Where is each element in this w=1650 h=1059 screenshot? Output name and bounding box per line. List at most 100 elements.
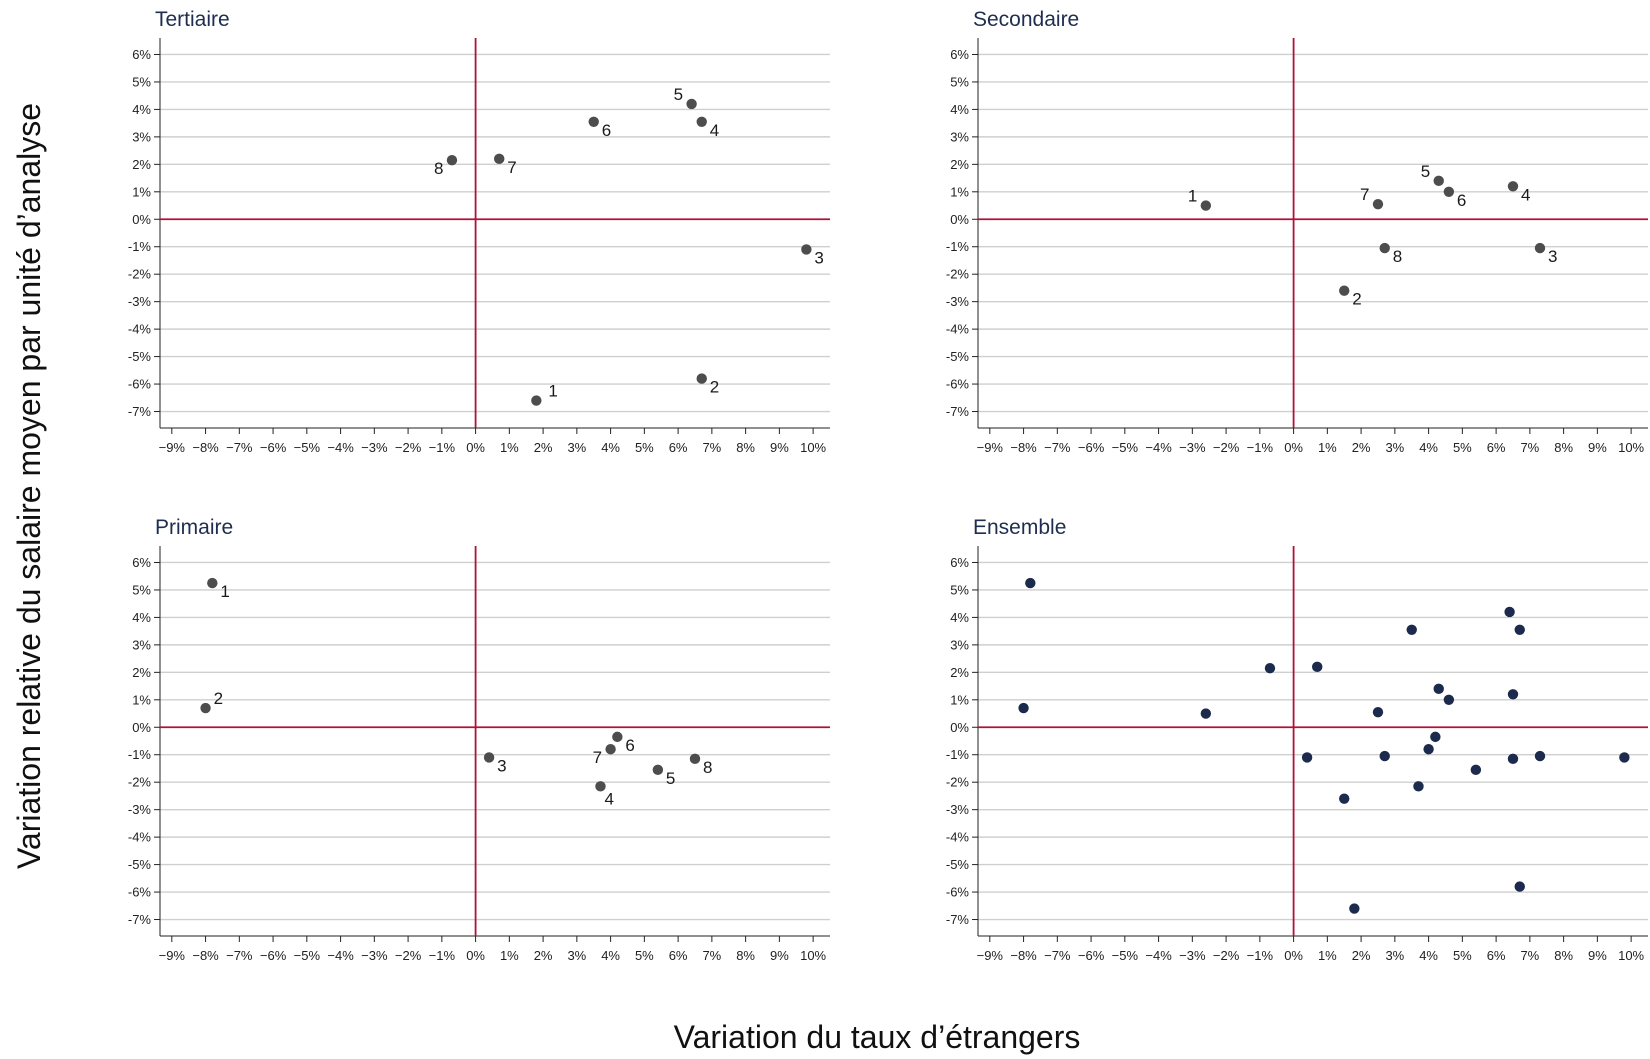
x-tick-label: 0% bbox=[466, 948, 485, 963]
data-point bbox=[1534, 750, 1546, 762]
x-tick-label: 1% bbox=[500, 440, 519, 455]
panels-group: Tertiaire 6% 5% 4% 3% 2% 1% 0% -1% -2% -3% -4% -5% -6… bbox=[128, 8, 1648, 963]
x-tick-label: −9% bbox=[159, 440, 186, 455]
data-point-label: 1 bbox=[220, 582, 229, 601]
data-point bbox=[1619, 752, 1630, 763]
panel-title: Tertiaire bbox=[155, 8, 230, 31]
x-tick-label: 1% bbox=[1318, 440, 1337, 455]
y-tick-label: -5% bbox=[946, 349, 970, 364]
data-point-label: 7 bbox=[1360, 185, 1369, 204]
data-point bbox=[1018, 702, 1029, 714]
data-point-label: 5 bbox=[674, 85, 683, 104]
y-tick-label: 1% bbox=[950, 184, 969, 199]
x-tick-label: −3% bbox=[361, 440, 388, 455]
data-point bbox=[686, 98, 697, 110]
data-point bbox=[1413, 781, 1424, 792]
data-point bbox=[1423, 744, 1434, 755]
y-tick-label: -4% bbox=[128, 322, 152, 337]
data-point bbox=[1200, 200, 1212, 211]
x-tick-label: 4% bbox=[1419, 440, 1438, 455]
x-tick-label: 3% bbox=[567, 440, 586, 455]
y-tick-label: 5% bbox=[950, 582, 969, 597]
data-point-label: 6 bbox=[625, 736, 634, 755]
data-point-label: 2 bbox=[214, 689, 223, 708]
data-point bbox=[1406, 624, 1417, 635]
y-tick-label: -3% bbox=[946, 802, 970, 817]
data-point bbox=[1372, 198, 1384, 210]
x-tick-label: 9% bbox=[1588, 440, 1607, 455]
y-tick-label: 6% bbox=[132, 555, 151, 570]
x-tick-label: −4% bbox=[1145, 948, 1172, 963]
data-point bbox=[1430, 731, 1441, 743]
x-tick-label: −7% bbox=[226, 440, 253, 455]
x-tick-label: −2% bbox=[395, 948, 422, 963]
y-tick-label: 3% bbox=[950, 129, 969, 144]
x-tick-label: −9% bbox=[159, 948, 186, 963]
x-tick-label: −8% bbox=[192, 440, 219, 455]
y-tick-label: -3% bbox=[946, 294, 970, 309]
y-tick-label: 2% bbox=[132, 157, 151, 172]
x-tick-label: 7% bbox=[702, 440, 721, 455]
y-tick-label: 3% bbox=[132, 129, 151, 144]
y-tick-label: 4% bbox=[950, 102, 969, 117]
data-point bbox=[1379, 242, 1390, 254]
data-point bbox=[1200, 708, 1212, 719]
data-point-label: 6 bbox=[1457, 191, 1466, 210]
y-tick-label: -5% bbox=[946, 857, 970, 872]
data-point bbox=[494, 153, 505, 165]
data-point bbox=[1372, 706, 1384, 718]
y-tick-label: 4% bbox=[132, 102, 151, 117]
y-tick-label: -1% bbox=[128, 747, 152, 762]
x-tick-label: −6% bbox=[1078, 440, 1105, 455]
y-tick-label: 5% bbox=[950, 74, 969, 89]
data-point-label: 3 bbox=[497, 756, 506, 775]
y-tick-label: -2% bbox=[946, 775, 970, 790]
x-tick-label: −5% bbox=[294, 440, 321, 455]
x-tick-label: 9% bbox=[770, 440, 789, 455]
y-tick-label: -5% bbox=[128, 857, 152, 872]
y-tick-label: -6% bbox=[946, 377, 970, 392]
data-point bbox=[1507, 181, 1519, 192]
data-point bbox=[1470, 764, 1482, 776]
x-tick-label: 7% bbox=[1520, 948, 1539, 963]
panel-title: Ensemble bbox=[973, 516, 1066, 539]
y-tick-label: 1% bbox=[950, 692, 969, 707]
y-tick-label: -2% bbox=[128, 267, 152, 282]
data-point bbox=[1514, 881, 1525, 892]
y-tick-label: -4% bbox=[128, 830, 152, 845]
data-point bbox=[1507, 689, 1519, 700]
x-tick-label: −4% bbox=[1145, 440, 1172, 455]
x-tick-label: −7% bbox=[1044, 948, 1071, 963]
x-tick-label: −1% bbox=[1247, 440, 1274, 455]
data-point-label: 1 bbox=[1188, 187, 1197, 206]
data-point-label: 8 bbox=[434, 159, 443, 178]
x-tick-label: 10% bbox=[1618, 440, 1644, 455]
data-point bbox=[1514, 624, 1525, 635]
data-point bbox=[446, 155, 458, 166]
data-point-label: 4 bbox=[1521, 185, 1530, 204]
panel-primaire: Primaire 6% 5% 4% 3% 2% 1% 0% -1% -2% -3% -4% -5% -6%… bbox=[128, 516, 830, 963]
x-tick-label: −6% bbox=[260, 948, 287, 963]
x-tick-label: −2% bbox=[1213, 440, 1240, 455]
y-tick-label: 0% bbox=[950, 720, 969, 735]
x-tick-label: −4% bbox=[327, 948, 354, 963]
data-point-label: 1 bbox=[548, 382, 557, 401]
data-point-label: 4 bbox=[710, 121, 719, 140]
data-point bbox=[652, 764, 664, 776]
data-point bbox=[1504, 606, 1515, 618]
data-point-label: 8 bbox=[1393, 247, 1402, 266]
data-point bbox=[1339, 793, 1350, 804]
x-tick-label: −9% bbox=[977, 440, 1004, 455]
data-point-label: 5 bbox=[1421, 162, 1430, 181]
y-tick-label: 0% bbox=[132, 720, 151, 735]
data-point-label: 2 bbox=[710, 378, 719, 397]
y-tick-label: -2% bbox=[128, 775, 152, 790]
data-point bbox=[531, 395, 542, 406]
y-tick-label: -6% bbox=[128, 885, 152, 900]
panel-title: Secondaire bbox=[973, 8, 1079, 31]
y-tick-label: 5% bbox=[132, 582, 151, 597]
y-tick-label: 1% bbox=[132, 692, 151, 707]
y-tick-label: 6% bbox=[132, 47, 151, 62]
x-tick-label: 4% bbox=[1419, 948, 1438, 963]
x-tick-label: −3% bbox=[361, 948, 388, 963]
